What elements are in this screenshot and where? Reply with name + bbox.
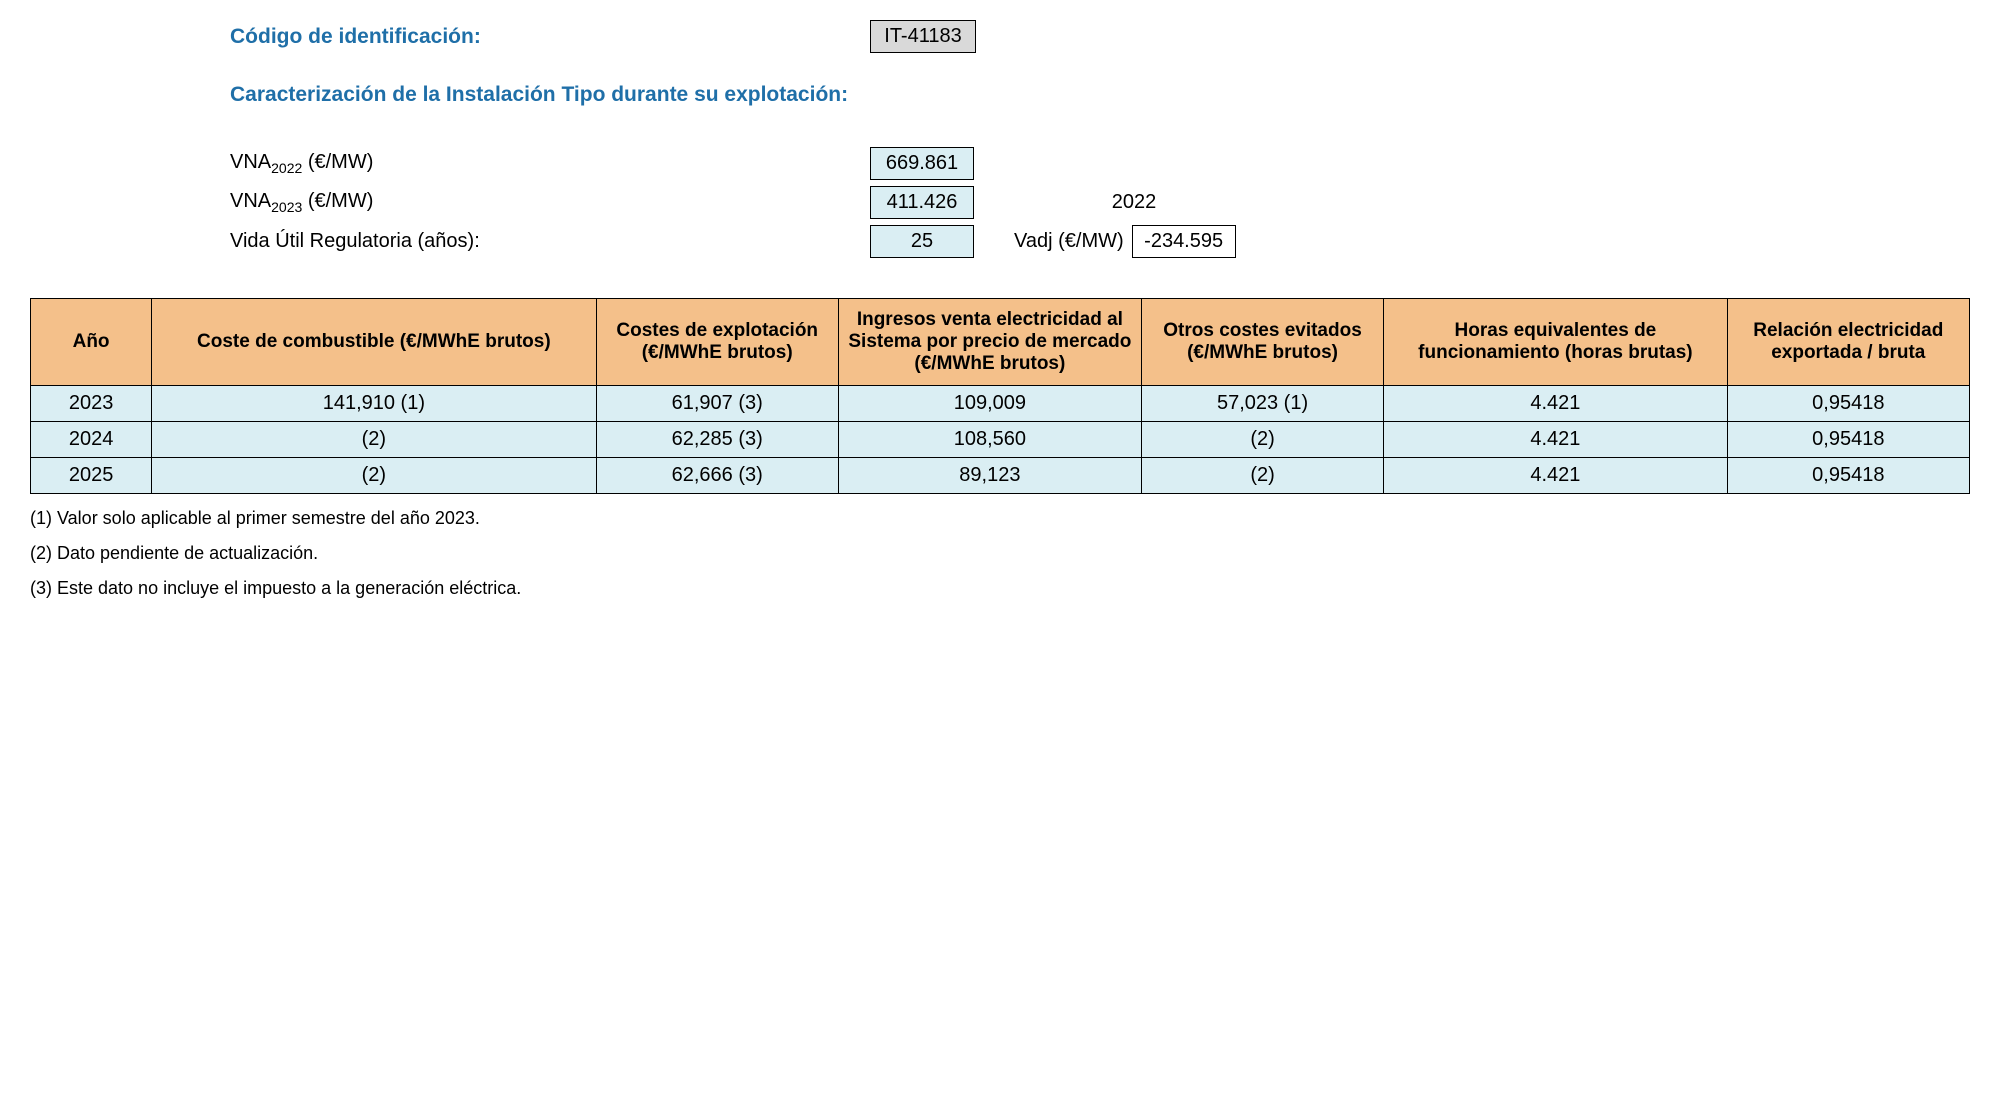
- cell-opex: 62,666 (3): [596, 458, 838, 494]
- cell-hours: 4.421: [1384, 458, 1727, 494]
- th-income: Ingresos venta electricidad al Sistema p…: [838, 299, 1141, 386]
- table-body: 2023141,910 (1)61,907 (3)109,00957,023 (…: [31, 386, 1970, 494]
- table-row: 2023141,910 (1)61,907 (3)109,00957,023 (…: [31, 386, 1970, 422]
- vna2022-row: VNA2022 (€/MW) 669.861: [230, 147, 1970, 180]
- life-value: 25: [870, 225, 974, 258]
- data-table: Año Coste de combustible (€/MWhE brutos)…: [30, 298, 1970, 494]
- id-value-box: IT-41183: [870, 20, 976, 53]
- footnotes: (1) Valor solo aplicable al primer semes…: [30, 508, 1970, 599]
- footnote-3: (3) Este dato no incluye el impuesto a l…: [30, 578, 1970, 599]
- vna2023-value: 411.426: [870, 186, 974, 219]
- th-ratio: Relación electricidad exportada / bruta: [1727, 299, 1969, 386]
- cell-fuel: 141,910 (1): [152, 386, 596, 422]
- cell-hours: 4.421: [1384, 386, 1727, 422]
- cell-ratio: 0,95418: [1727, 458, 1969, 494]
- vadj-label: Vadj (€/MW): [1014, 230, 1124, 253]
- vna-prefix-2: VNA: [230, 190, 271, 212]
- subtitle: Caracterización de la Instalación Tipo d…: [230, 83, 1970, 107]
- cell-year: 2024: [31, 422, 152, 458]
- header-block: Código de identificación: IT-41183 Carac…: [230, 20, 1970, 258]
- cell-opex: 61,907 (3): [596, 386, 838, 422]
- th-hours: Horas equivalentes de funcionamiento (ho…: [1384, 299, 1727, 386]
- vna-unit: (€/MW): [302, 151, 373, 173]
- cell-hours: 4.421: [1384, 422, 1727, 458]
- table-row: 2024(2)62,285 (3)108,560(2)4.4210,95418: [31, 422, 1970, 458]
- cell-year: 2023: [31, 386, 152, 422]
- id-label: Código de identificación:: [230, 25, 870, 49]
- vna2023-row: VNA2023 (€/MW) 411.426 2022: [230, 186, 1970, 219]
- th-other: Otros costes evitados (€/MWhE brutos): [1141, 299, 1383, 386]
- footnote-1: (1) Valor solo aplicable al primer semes…: [30, 508, 1970, 529]
- vna2022-value: 669.861: [870, 147, 974, 180]
- cell-other: 57,023 (1): [1141, 386, 1383, 422]
- header-row: Año Coste de combustible (€/MWhE brutos)…: [31, 299, 1970, 386]
- vna-prefix: VNA: [230, 151, 271, 173]
- life-row: Vida Útil Regulatoria (años): 25 Vadj (€…: [230, 225, 1970, 258]
- year-ref: 2022: [1074, 191, 1194, 214]
- cell-fuel: (2): [152, 422, 596, 458]
- vna2023-sub: 2023: [271, 199, 302, 215]
- vna2023-label: VNA2023 (€/MW): [230, 190, 870, 215]
- cell-other: (2): [1141, 458, 1383, 494]
- life-label: Vida Útil Regulatoria (años):: [230, 230, 870, 253]
- cell-other: (2): [1141, 422, 1383, 458]
- cell-ratio: 0,95418: [1727, 386, 1969, 422]
- vadj-value: -234.595: [1132, 225, 1236, 258]
- cell-income: 108,560: [838, 422, 1141, 458]
- id-row: Código de identificación: IT-41183: [230, 20, 1970, 53]
- th-fuel: Coste de combustible (€/MWhE brutos): [152, 299, 596, 386]
- cell-income: 109,009: [838, 386, 1141, 422]
- vna2022-sub: 2022: [271, 160, 302, 176]
- cell-income: 89,123: [838, 458, 1141, 494]
- footnote-2: (2) Dato pendiente de actualización.: [30, 543, 1970, 564]
- cell-opex: 62,285 (3): [596, 422, 838, 458]
- th-opex: Costes de explotación (€/MWhE brutos): [596, 299, 838, 386]
- table-row: 2025(2)62,666 (3)89,123(2)4.4210,95418: [31, 458, 1970, 494]
- vna-unit-2: (€/MW): [302, 190, 373, 212]
- cell-ratio: 0,95418: [1727, 422, 1969, 458]
- cell-fuel: (2): [152, 458, 596, 494]
- vadj-block: Vadj (€/MW) -234.595: [1014, 225, 1236, 258]
- cell-year: 2025: [31, 458, 152, 494]
- vna2022-label: VNA2022 (€/MW): [230, 151, 870, 176]
- table-head: Año Coste de combustible (€/MWhE brutos)…: [31, 299, 1970, 386]
- th-year: Año: [31, 299, 152, 386]
